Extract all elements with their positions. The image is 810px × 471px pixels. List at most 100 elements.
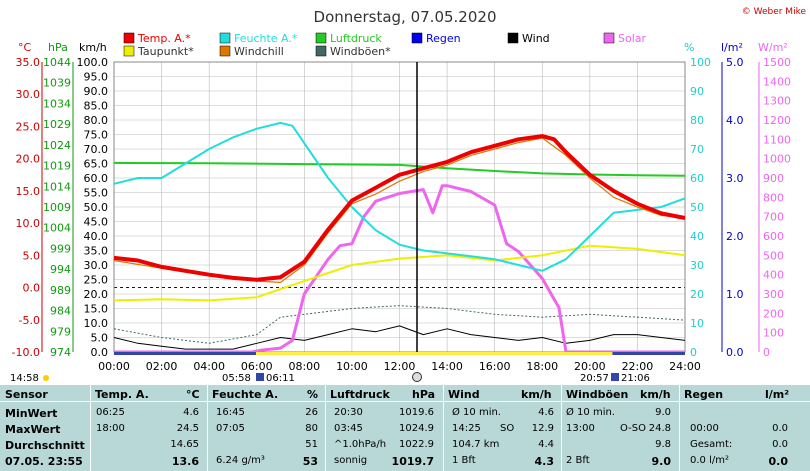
- legend-label: Solar: [618, 32, 647, 45]
- legend-swatch: [315, 45, 327, 57]
- table-cell-temp-val: 14.65: [170, 439, 199, 450]
- temp-tick: 15.0: [16, 185, 41, 198]
- series-tempa-line: [113, 134, 686, 282]
- legend-label: Temp. A.*: [137, 32, 191, 45]
- header-windboen: Windböen: [566, 388, 629, 401]
- legend-swatch: [219, 32, 231, 44]
- credit-label: © Weber Mike: [742, 7, 807, 17]
- table-cell-label: Durchschnitt: [5, 439, 85, 452]
- x-tick-label: 16:00: [479, 360, 511, 373]
- legend-swatch: [219, 45, 231, 57]
- kmh-tick: 0.0: [91, 346, 109, 359]
- hpa-tick: 1009: [43, 201, 71, 214]
- table-cell-r-val: 0.0: [772, 439, 788, 450]
- hpa-tick: 1014: [43, 180, 71, 193]
- column-divider: [679, 385, 680, 471]
- lm2-tick: 0.0: [726, 346, 744, 359]
- table-cell-l-time: 03:45: [334, 423, 363, 434]
- legend: Temp. A.* Feuchte A.* Luftdruck Regen Wind So…: [123, 32, 647, 58]
- kmh-tick: 50.0: [84, 201, 109, 214]
- header-feuchte: Feuchte A.: [212, 388, 279, 401]
- table-cell-r-a: Gesamt:: [690, 439, 733, 450]
- legend-label: Taupunkt*: [137, 45, 194, 58]
- temp-tick: 35.0: [16, 56, 41, 69]
- legend-label: Windböen*: [330, 45, 391, 58]
- grid: [113, 61, 686, 353]
- hpa-tick: 999: [50, 242, 71, 255]
- lm2-tick: 3.0: [726, 172, 744, 185]
- hpa-tick: 1029: [43, 118, 71, 131]
- series-layer: [113, 121, 686, 354]
- header-luftdruck: Luftdruck: [330, 388, 390, 401]
- sunrise-label-2: 06:11: [266, 373, 295, 384]
- axis-units: °C hPa km/h% l/m² W/m²: [18, 41, 788, 54]
- table-cell-label: 07.05. 23:55: [5, 455, 83, 468]
- table-cell-temp-val: 4.6: [183, 407, 199, 418]
- header-sensor: Sensor: [5, 388, 48, 401]
- temp-tick: -10.0: [12, 346, 40, 359]
- x-tick-label: 06:00: [241, 360, 273, 373]
- legend-swatch: [507, 32, 519, 44]
- legend-label: Wind: [522, 32, 550, 45]
- table-cell-temp-time: 06:25: [96, 407, 125, 418]
- x-tick-label: 14:00: [431, 360, 463, 373]
- table-cell-w-a: 14:25: [452, 423, 481, 434]
- hpa-tick: 1034: [43, 97, 71, 110]
- hpa-tick: 974: [50, 346, 71, 359]
- series-solar-line: [114, 184, 685, 354]
- night-bar-evening: [612, 352, 685, 355]
- series-wind-line: [113, 325, 686, 350]
- header-regen: Regen: [684, 388, 724, 401]
- header-divider: [0, 401, 810, 402]
- legend-swatch: [123, 45, 135, 57]
- table-cell-temp-val: 13.6: [171, 455, 199, 468]
- kmh-tick: 40.0: [84, 230, 109, 243]
- wm2-tick: 100: [763, 327, 784, 340]
- kmh-tick: 30.0: [84, 259, 109, 272]
- kmh-tick: 65.0: [84, 158, 109, 171]
- column-divider: [561, 385, 562, 471]
- table-cell-r-val: 0.0: [772, 423, 788, 434]
- table-cell-b-a: Ø 10 min.: [566, 407, 615, 418]
- kmh-tick: 25.0: [84, 274, 109, 287]
- column-divider: [443, 385, 444, 471]
- sunset-label: 20:57: [580, 373, 609, 384]
- hpa-tick: 989: [50, 284, 71, 297]
- day-bar: [256, 352, 613, 355]
- pct-tick: 0: [690, 346, 697, 359]
- table-cell-f-val: 51: [305, 439, 318, 450]
- series-windben-line: [113, 305, 686, 344]
- x-tick-label: 22:00: [622, 360, 654, 373]
- lm2-tick: 1.0: [726, 288, 744, 301]
- pct-tick: 80: [690, 114, 704, 127]
- table-cell-b-b: O-SO: [620, 423, 646, 434]
- table-cell-b-a: 2 Bft: [566, 455, 590, 466]
- legend-swatch: [411, 32, 423, 44]
- kmh-tick: 90.0: [84, 85, 109, 98]
- wm2-tick: 1400: [763, 75, 791, 88]
- wm2-tick: 1000: [763, 153, 791, 166]
- pct-tick: 50: [690, 201, 704, 214]
- kmh-tick: 100.0: [77, 56, 109, 69]
- kmh-tick: 95.0: [84, 71, 109, 84]
- pct-tick: 60: [690, 172, 704, 185]
- unit-hpa: hPa: [48, 41, 68, 54]
- hpa-tick: 1019: [43, 160, 71, 173]
- kmh-tick: 5.0: [91, 332, 109, 345]
- lm2-tick: 2.0: [726, 230, 744, 243]
- kmh-tick: 55.0: [84, 187, 109, 200]
- table-cell-f-val: 26: [305, 407, 318, 418]
- table-cell-f-time: 16:45: [216, 407, 245, 418]
- wm2-tick: 500: [763, 249, 784, 262]
- table-cell-w-a: 1 Bft: [452, 455, 476, 466]
- x-tick-label: 18:00: [526, 360, 558, 373]
- legend-swatch: [315, 32, 327, 44]
- wm2-tick: 400: [763, 269, 784, 282]
- x-tick-label: 20:00: [574, 360, 606, 373]
- temp-tick: 0.0: [23, 282, 41, 295]
- unit-lm2: l/m²: [721, 41, 743, 54]
- series-windchill-line: [113, 137, 686, 283]
- legend-label: Regen: [426, 32, 461, 45]
- x-tick-label: 00:00: [98, 360, 130, 373]
- header-wind-unit: km/h: [521, 388, 552, 401]
